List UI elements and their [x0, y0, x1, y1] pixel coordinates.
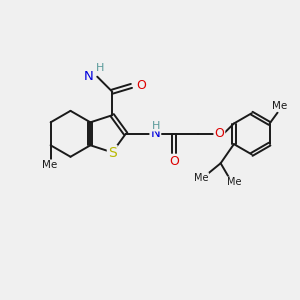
Text: N: N — [151, 127, 160, 140]
Text: S: S — [108, 146, 117, 160]
Text: Me: Me — [227, 177, 242, 188]
Text: H: H — [152, 121, 160, 130]
Text: O: O — [214, 127, 224, 140]
Text: Me: Me — [194, 173, 208, 183]
Text: Me: Me — [41, 160, 57, 170]
Text: Me: Me — [272, 101, 287, 111]
Text: H: H — [95, 63, 104, 74]
Text: O: O — [169, 155, 179, 168]
Text: O: O — [137, 80, 147, 92]
Text: N: N — [84, 70, 94, 83]
